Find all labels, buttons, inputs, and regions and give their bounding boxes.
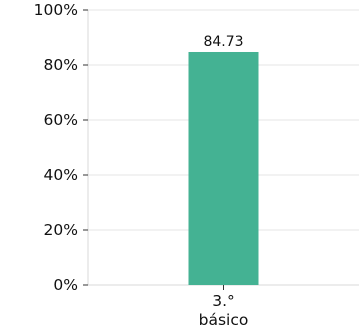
y-tick-label: 100%: [34, 1, 78, 19]
x-tick-label: 3.° básico: [199, 292, 249, 329]
y-tick-label: 40%: [44, 166, 78, 184]
x-tick-label-line: básico: [199, 311, 249, 329]
bar: [188, 51, 259, 286]
x-tick-label-line: 3.°: [212, 292, 235, 310]
y-tick-label: 60%: [44, 111, 78, 129]
y-tick-label: 0%: [53, 276, 78, 294]
bar-value-label: 84.73: [203, 34, 243, 50]
y-tick-label: 20%: [44, 221, 78, 239]
x-axis-ticks: 3.° básico: [199, 285, 249, 329]
y-axis-ticks: 0% 20% 40% 60% 80% 100%: [34, 1, 88, 294]
y-tick-label: 80%: [44, 56, 78, 74]
bars: 84.73: [188, 34, 259, 286]
